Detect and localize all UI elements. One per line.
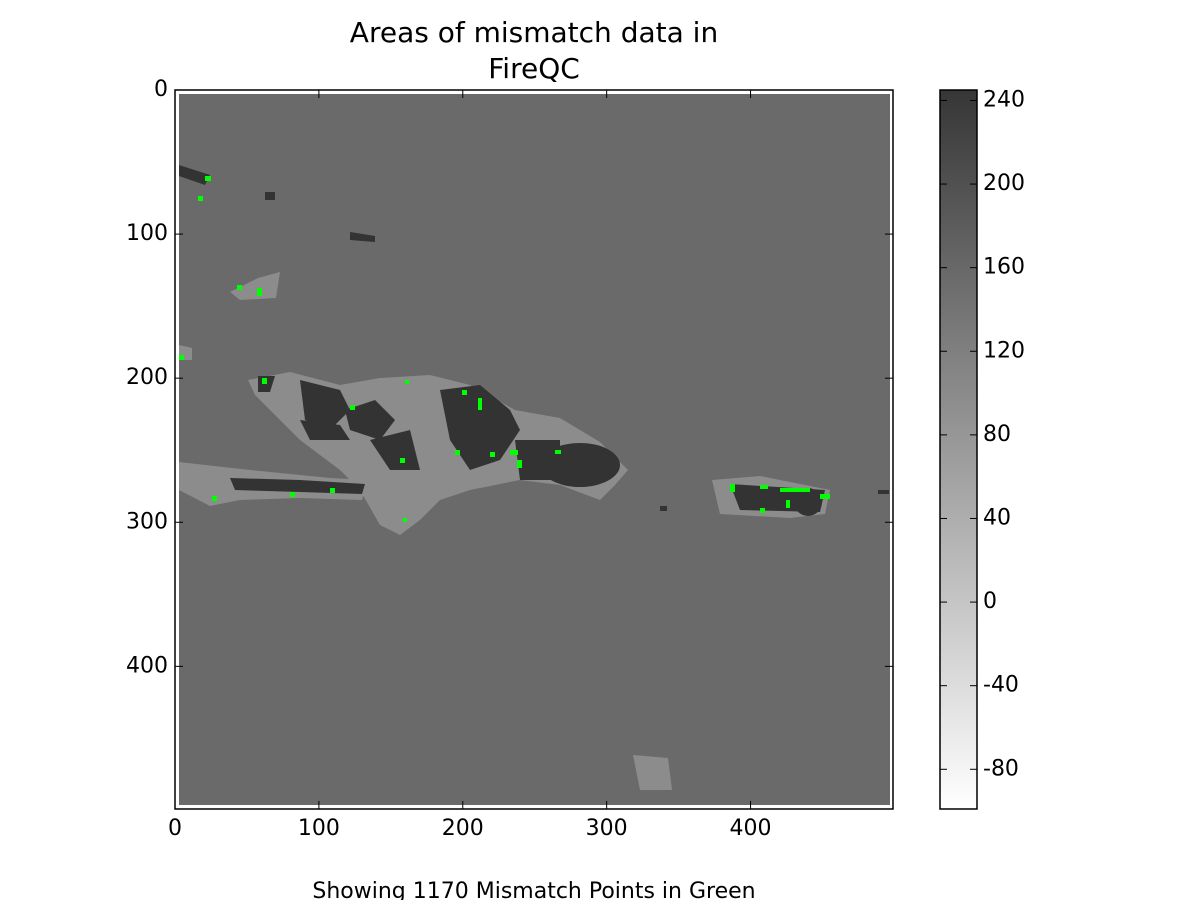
colorbar bbox=[939, 89, 978, 810]
y-tick-label: 400 bbox=[126, 653, 168, 678]
colorbar-tick-label: 0 bbox=[983, 589, 997, 614]
y-tick-label: 100 bbox=[126, 221, 168, 246]
colorbar-tick-label: 80 bbox=[983, 422, 1011, 447]
colorbar-tick-label: 200 bbox=[983, 171, 1025, 196]
x-tick-label: 0 bbox=[168, 816, 182, 841]
colorbar-tick-label: 160 bbox=[983, 255, 1025, 280]
colorbar-tick-label: 40 bbox=[983, 505, 1011, 530]
colorbar-tick-label: -40 bbox=[983, 673, 1019, 698]
axes-frame bbox=[174, 89, 894, 810]
chart-title: Areas of mismatch data in bbox=[350, 16, 718, 49]
x-tick-label: 100 bbox=[298, 816, 340, 841]
x-tick-label: 400 bbox=[730, 816, 772, 841]
chart-title: FireQC bbox=[488, 52, 580, 85]
colorbar-tick-label: 240 bbox=[983, 87, 1025, 112]
y-tick-label: 200 bbox=[126, 365, 168, 390]
colorbar-tick-label: -80 bbox=[983, 756, 1019, 781]
y-tick-label: 0 bbox=[154, 77, 168, 102]
x-tick-label: 200 bbox=[442, 816, 484, 841]
x-axis-label: Showing 1170 Mismatch Points in Green bbox=[312, 879, 755, 900]
y-tick-label: 300 bbox=[126, 509, 168, 534]
x-tick-label: 300 bbox=[586, 816, 628, 841]
image-raster bbox=[179, 94, 890, 805]
colorbar-tick-label: 120 bbox=[983, 338, 1025, 363]
